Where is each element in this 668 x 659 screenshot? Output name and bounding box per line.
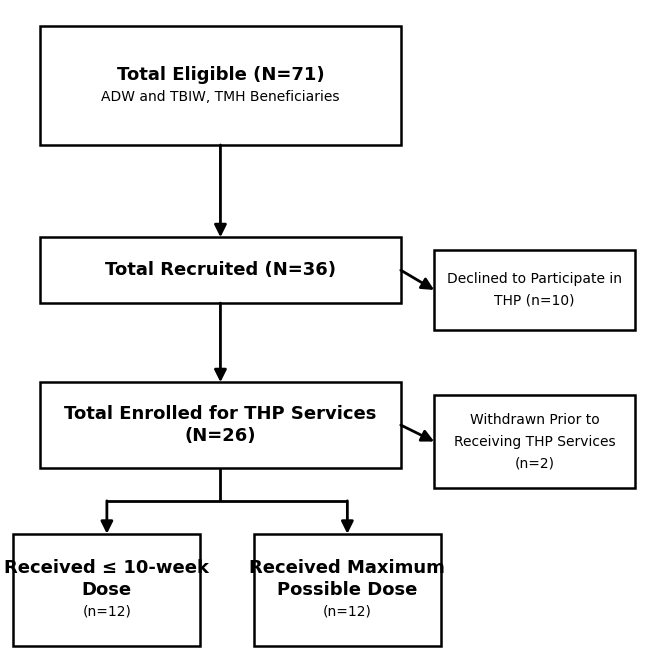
Text: Possible Dose: Possible Dose — [277, 581, 418, 599]
Text: Receiving THP Services: Receiving THP Services — [454, 434, 615, 449]
Text: THP (n=10): THP (n=10) — [494, 294, 574, 308]
Text: (n=12): (n=12) — [323, 604, 372, 619]
Text: Declined to Participate in: Declined to Participate in — [447, 272, 622, 286]
Text: (N=26): (N=26) — [184, 427, 257, 445]
Text: (n=2): (n=2) — [514, 456, 554, 471]
Text: Total Enrolled for THP Services: Total Enrolled for THP Services — [64, 405, 377, 423]
Text: Total Recruited (N=36): Total Recruited (N=36) — [105, 261, 336, 279]
Bar — [254, 534, 441, 646]
Text: (n=12): (n=12) — [82, 604, 132, 619]
Text: Received ≤ 10-week: Received ≤ 10-week — [5, 559, 209, 577]
Bar — [40, 237, 401, 303]
Text: Received Maximum: Received Maximum — [249, 559, 446, 577]
Bar — [40, 26, 401, 145]
Text: Dose: Dose — [81, 581, 132, 599]
Bar — [40, 382, 401, 468]
Text: Withdrawn Prior to: Withdrawn Prior to — [470, 413, 599, 427]
Text: Total Eligible (N=71): Total Eligible (N=71) — [117, 66, 324, 84]
Bar — [434, 250, 635, 330]
Bar — [434, 395, 635, 488]
Bar — [13, 534, 200, 646]
Text: ADW and TBIW, TMH Beneficiaries: ADW and TBIW, TMH Beneficiaries — [101, 90, 340, 103]
